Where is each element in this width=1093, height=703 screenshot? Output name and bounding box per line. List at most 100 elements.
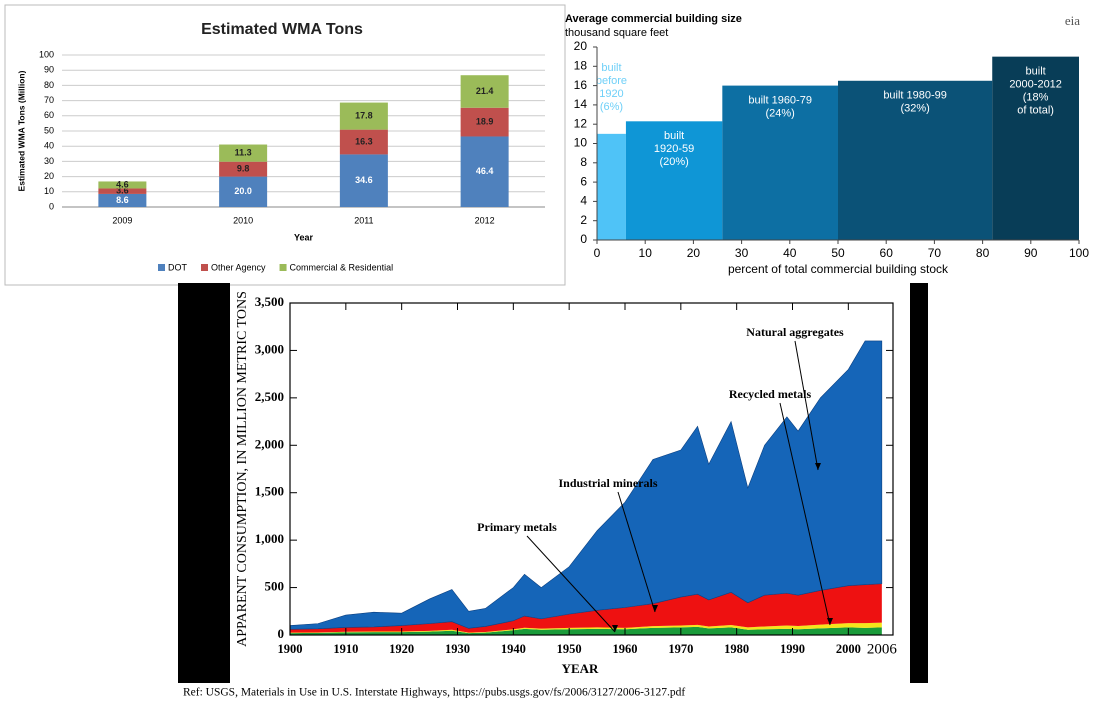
y-tick-label: 500 xyxy=(265,579,285,594)
arrow-head xyxy=(815,463,821,470)
area xyxy=(290,622,882,634)
bar xyxy=(625,121,723,240)
bar-segment xyxy=(339,154,388,207)
bar-label: (24%) xyxy=(765,108,794,120)
x-tick-label: 2009 xyxy=(112,215,132,225)
y-tick-label: 1,500 xyxy=(255,484,284,499)
bar-segment xyxy=(219,161,268,177)
chart-title: Average commercial building size xyxy=(565,13,742,25)
x-tick-label: 100 xyxy=(1069,246,1089,260)
bar-label: built xyxy=(1026,66,1046,78)
bar xyxy=(722,85,838,240)
bar-label: 1920-59 xyxy=(654,143,694,155)
y-tick-label: 90 xyxy=(44,65,54,75)
data-label: 3.6 xyxy=(116,186,129,196)
black-strip xyxy=(178,283,230,683)
bar-segment xyxy=(339,129,388,155)
data-label: 9.8 xyxy=(237,164,250,174)
bar-label: before xyxy=(596,75,627,87)
legend-label: Other Agency xyxy=(211,262,266,272)
y-tick-label: 80 xyxy=(44,80,54,90)
legend-label: DOT xyxy=(168,262,188,272)
plot-frame xyxy=(289,302,894,636)
y-tick-label: 60 xyxy=(44,110,54,120)
area xyxy=(289,340,883,630)
chart-building: Average commercial building size thousand… xyxy=(565,13,1089,276)
data-label: 20.0 xyxy=(234,186,252,196)
y-tick-label: 0 xyxy=(580,232,587,246)
x-tick-label: 1930 xyxy=(445,642,470,656)
arrow-head xyxy=(652,605,658,612)
legend-label: Commercial & Residential xyxy=(290,262,394,272)
annotation: Primary metals xyxy=(477,520,557,534)
bar-label: built 1960-79 xyxy=(748,95,812,107)
annotation-arrow xyxy=(617,491,656,613)
y-tick-label: 2 xyxy=(580,213,587,227)
y-tick-label: 0 xyxy=(278,626,285,641)
area xyxy=(290,583,882,633)
x-tick-label: 2006 xyxy=(867,641,898,657)
x-axis-label: YEAR xyxy=(562,661,599,676)
x-axis-label: percent of total commercial building sto… xyxy=(728,262,949,276)
x-tick-label: 2000 xyxy=(836,642,861,656)
y-tick-label: 1,000 xyxy=(255,531,284,546)
chart-materials: 0 500 1,000 1,500 2,000 2,500 3,000 3,500 1900 19… xyxy=(183,291,897,699)
y-tick-label: 100 xyxy=(39,49,54,59)
x-tick-label: 2010 xyxy=(233,215,253,225)
y-tick-label: 6 xyxy=(580,174,587,188)
y-tick-label: 16 xyxy=(574,78,588,92)
y-tick-label: 18 xyxy=(574,58,588,72)
y-axis-label: APPARENT CONSUMPTION, IN MILLION METRIC … xyxy=(235,291,250,647)
arrow-head xyxy=(827,618,833,625)
y-tick-label: 12 xyxy=(574,116,588,130)
y-tick-label: 70 xyxy=(44,95,54,105)
bar-label: built 1980-99 xyxy=(883,90,947,102)
bar xyxy=(992,56,1079,241)
bar-label: 2000-2012 xyxy=(1009,79,1062,91)
x-tick-label: 40 xyxy=(783,246,797,260)
bar-label: (32%) xyxy=(900,103,929,115)
bar-segment xyxy=(98,188,147,194)
black-strip xyxy=(910,283,928,683)
y-tick-label: 3,000 xyxy=(255,341,284,356)
x-tick-label: 80 xyxy=(976,246,990,260)
source-note: Ref: USGS, Materials in Use in U.S. Inte… xyxy=(183,687,685,699)
area xyxy=(290,626,882,635)
y-axis-label: Estimated WMA Tons (Million) xyxy=(16,70,26,191)
y-tick-label: 20 xyxy=(44,171,54,181)
bar-label: built xyxy=(601,62,621,74)
x-tick-label: 50 xyxy=(831,246,845,260)
x-tick-label: 30 xyxy=(735,246,749,260)
x-tick-label: 1910 xyxy=(333,642,358,656)
bar-segment xyxy=(219,176,268,207)
chart-subtitle: thousand square feet xyxy=(565,27,668,39)
annotation: Recycled metals xyxy=(729,387,812,401)
y-tick-label: 2,500 xyxy=(255,389,284,404)
annotation: Natural aggregates xyxy=(746,325,844,339)
annotation-arrow xyxy=(779,402,831,626)
y-tick-label: 8 xyxy=(580,155,587,169)
x-tick-label: 1990 xyxy=(780,642,805,656)
y-tick-label: 14 xyxy=(574,97,588,111)
annotation-arrow xyxy=(794,340,819,471)
annotation-arrow xyxy=(526,535,616,633)
data-label: 11.3 xyxy=(235,147,252,157)
x-tick-label: 2011 xyxy=(354,215,373,225)
bar-label: (18% xyxy=(1023,92,1049,104)
y-tick-label: 3,500 xyxy=(255,294,284,309)
data-label: 21.4 xyxy=(476,86,494,96)
data-label: 16.3 xyxy=(355,136,373,146)
legend-swatch xyxy=(158,264,165,271)
bar-segment xyxy=(98,181,147,189)
y-tick-label: 10 xyxy=(574,136,588,150)
y-tick-label: 4 xyxy=(580,194,587,208)
y-tick-label: 30 xyxy=(44,156,54,166)
x-tick-label: 1950 xyxy=(557,642,582,656)
x-tick-label: 1940 xyxy=(501,642,526,656)
x-tick-label: 2012 xyxy=(475,215,495,225)
data-label: 8.6 xyxy=(116,195,129,205)
bar-segment xyxy=(98,193,147,207)
bar xyxy=(597,133,626,240)
x-tick-label: 1900 xyxy=(278,642,303,656)
